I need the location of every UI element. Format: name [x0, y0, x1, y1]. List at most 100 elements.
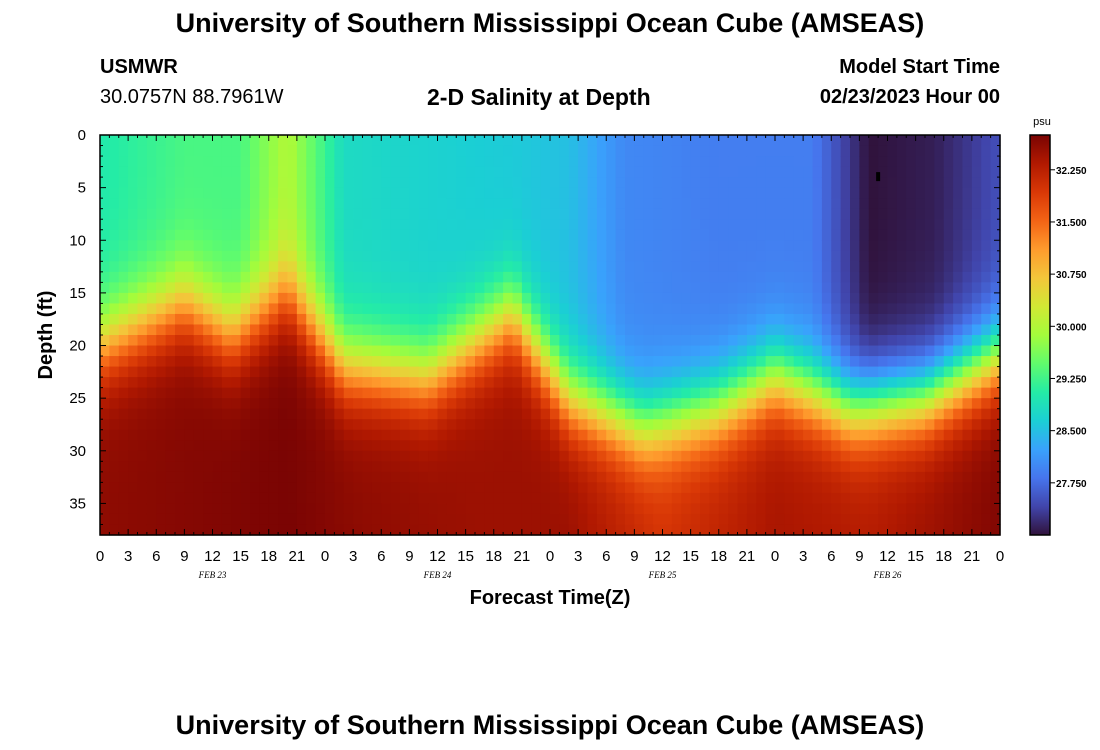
heatmap-cell [765, 335, 776, 347]
heatmap-cell [353, 366, 364, 378]
heatmap-cell [437, 177, 448, 189]
heatmap-cell [268, 503, 279, 515]
heatmap-cell [671, 156, 682, 168]
heatmap-cell [137, 208, 148, 220]
heatmap-cell [606, 471, 617, 483]
heatmap-cell [118, 440, 129, 452]
heatmap-cell [765, 219, 776, 231]
heatmap-cell [287, 398, 298, 410]
heatmap-cell [334, 408, 345, 420]
heatmap-cell [446, 313, 457, 326]
heatmap-cell [915, 261, 926, 273]
heatmap-cell [400, 324, 410, 336]
heatmap-cell [662, 471, 673, 483]
heatmap-cell [287, 271, 298, 283]
heatmap-cell [765, 187, 776, 199]
heatmap-cell [596, 166, 607, 178]
heatmap-cell [990, 503, 1001, 515]
heatmap-cell [775, 324, 785, 336]
heatmap-cell [737, 387, 748, 399]
heatmap-cell [493, 240, 504, 252]
heatmap-cell [831, 429, 842, 441]
heatmap-cell [371, 135, 382, 147]
heatmap-cell [915, 345, 926, 357]
heatmap-cell [756, 261, 767, 273]
heatmap-cell [634, 324, 645, 336]
heatmap-cell [418, 166, 429, 178]
heatmap-cell [268, 461, 279, 473]
heatmap-cell [746, 292, 757, 305]
heatmap-cell [756, 229, 767, 241]
heatmap-cell [934, 250, 945, 262]
heatmap-cell [737, 482, 748, 494]
heatmap-cell [559, 166, 570, 178]
heatmap-cell [840, 145, 851, 157]
heatmap-cell [784, 135, 795, 147]
heatmap-cell [775, 219, 785, 231]
heatmap-cell [278, 482, 289, 494]
heatmap-cell [943, 461, 954, 473]
heatmap-cell [643, 345, 654, 357]
heatmap-cell [109, 250, 120, 262]
heatmap-cell [465, 156, 476, 168]
heatmap-cell [728, 377, 739, 389]
heatmap-cell [446, 387, 457, 399]
heatmap-cell [400, 313, 410, 326]
heatmap-cell [343, 219, 354, 231]
heatmap-cell [521, 145, 532, 157]
heatmap-cell [521, 166, 532, 178]
heatmap-cell [100, 145, 110, 157]
heatmap-cell [718, 135, 729, 147]
heatmap-cell [690, 177, 701, 189]
heatmap-cell [915, 282, 926, 294]
heatmap-cell [418, 282, 429, 294]
heatmap-cell [700, 440, 710, 452]
heatmap-cell [325, 492, 335, 505]
heatmap-cell [981, 187, 992, 199]
heatmap-cell [128, 398, 139, 410]
heatmap-cell [409, 208, 420, 220]
heatmap-cell [634, 282, 645, 294]
heatmap-cell [212, 292, 223, 305]
heatmap-cell [662, 450, 673, 462]
heatmap-cell [765, 313, 776, 326]
x-tick-label: 3 [574, 548, 582, 565]
heatmap-cell [925, 524, 935, 536]
heatmap-cell [203, 513, 214, 526]
heatmap-cell [278, 356, 289, 368]
heatmap-cell [165, 156, 176, 168]
heatmap-cell [390, 398, 401, 410]
heatmap-cell [203, 135, 214, 147]
heatmap-cell [578, 419, 589, 431]
heatmap-cell [446, 198, 457, 210]
heatmap-cell [559, 156, 570, 168]
heatmap-cell [596, 377, 607, 389]
heatmap-cell [709, 419, 720, 431]
heatmap-cell [156, 240, 167, 252]
heatmap-cell [165, 177, 176, 189]
heatmap-cell [868, 303, 879, 315]
heatmap-cell [353, 461, 364, 473]
heatmap-cell [887, 377, 898, 389]
heatmap-cell [296, 398, 307, 410]
heatmap-cell [287, 408, 298, 420]
heatmap-cell [765, 261, 776, 273]
heatmap-cell [240, 145, 251, 157]
heatmap-cell [381, 135, 392, 147]
heatmap-cell [503, 187, 514, 199]
heatmap-cell [343, 408, 354, 420]
heatmap-cell [484, 450, 495, 462]
heatmap-cell [287, 282, 298, 294]
heatmap-cell [221, 471, 232, 483]
heatmap-cell [165, 419, 176, 431]
heatmap-cell [512, 408, 523, 420]
heatmap-cell [521, 219, 532, 231]
heatmap-cell [484, 208, 495, 220]
heatmap-cell [821, 482, 832, 494]
heatmap-cell [493, 429, 504, 441]
heatmap-cell [446, 377, 457, 389]
heatmap-cell [156, 303, 167, 315]
heatmap-cell [540, 356, 551, 368]
heatmap-cell [953, 282, 964, 294]
heatmap-cell [746, 398, 757, 410]
